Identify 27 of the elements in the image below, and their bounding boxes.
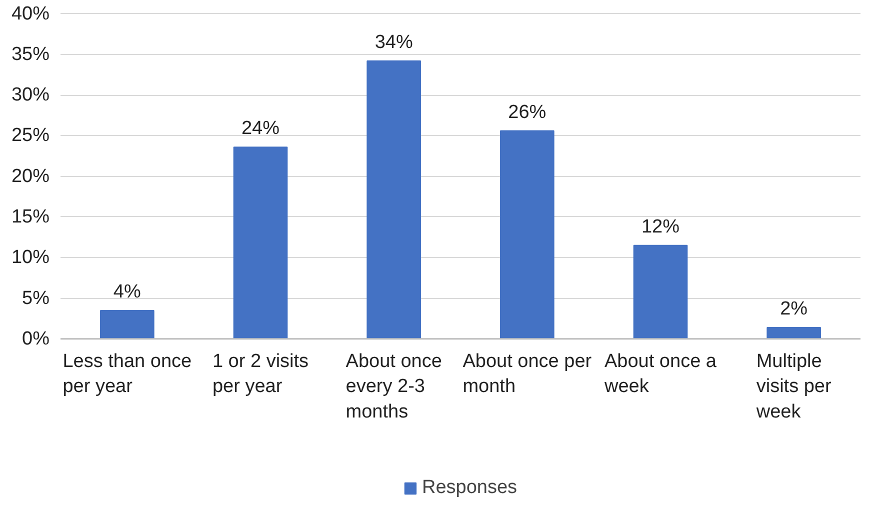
x-tick-label: About once every 2-3 months — [346, 350, 442, 422]
y-tick-label: 0% — [22, 328, 50, 350]
y-tick-label: 10% — [11, 247, 50, 268]
y-tick-label: 20% — [11, 166, 50, 187]
text: 24% — [241, 118, 280, 140]
x-tick-label: Less than once per year — [62, 350, 192, 398]
y-tick-label: 15% — [11, 206, 50, 228]
text: 12% — [641, 216, 680, 238]
text: 34% — [374, 32, 413, 53]
y-tick-label: 30% — [11, 84, 50, 106]
text: 4% — [113, 281, 141, 302]
x-tick-label: About once per month — [462, 350, 592, 398]
y-tick-label: 35% — [11, 44, 50, 65]
y-tick-label: 40% — [11, 3, 50, 24]
text: 26% — [508, 102, 546, 123]
legend-label: Responses — [422, 477, 518, 499]
bar — [100, 310, 154, 340]
text: 2% — [780, 298, 808, 320]
bar — [233, 146, 288, 340]
bar — [366, 60, 421, 340]
x-tick-label: Multiple visits per week — [755, 350, 832, 422]
bar — [500, 130, 554, 340]
x-tick-label: About once a week — [604, 350, 717, 398]
y-tick-label: 5% — [22, 288, 50, 309]
bar — [633, 244, 688, 340]
x-tick-label: 1 or 2 visits per year — [212, 350, 309, 398]
y-tick-label: 25% — [11, 125, 50, 146]
